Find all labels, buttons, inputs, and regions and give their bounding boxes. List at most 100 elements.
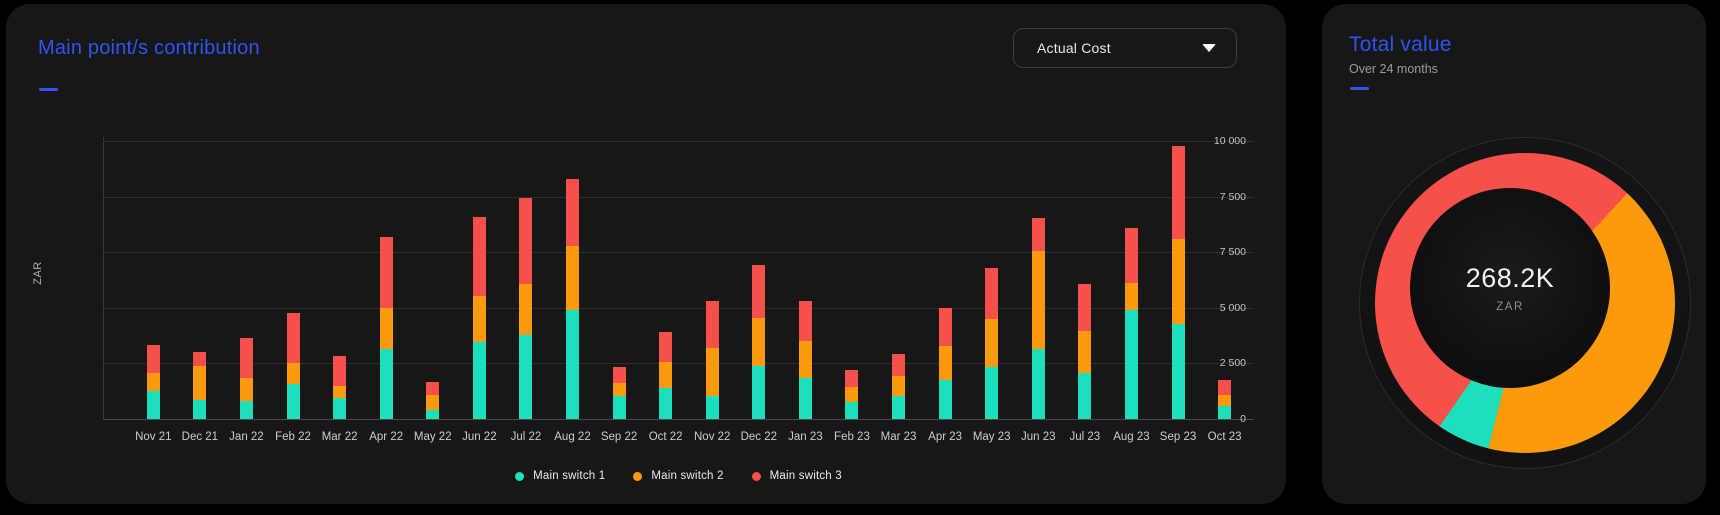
bar-segment-main-switch-3[interactable] — [1124, 228, 1138, 283]
bar-segment-main-switch-1[interactable] — [565, 310, 579, 419]
bar-segment-main-switch-1[interactable] — [705, 395, 719, 419]
bar-segment-main-switch-3[interactable] — [659, 332, 673, 363]
stacked-bar[interactable] — [146, 344, 160, 419]
bar-segment-main-switch-2[interactable] — [705, 348, 719, 396]
bar-segment-main-switch-1[interactable] — [659, 388, 673, 419]
bar-segment-main-switch-2[interactable] — [892, 376, 906, 397]
stacked-bar[interactable] — [938, 307, 952, 419]
bar-segment-main-switch-1[interactable] — [379, 349, 393, 419]
total-value-subtitle: Over 24 months — [1349, 62, 1438, 76]
bar-segment-main-switch-2[interactable] — [333, 386, 347, 399]
stacked-bar[interactable] — [752, 265, 766, 419]
stacked-bar[interactable] — [472, 217, 486, 419]
bar-segment-main-switch-1[interactable] — [1218, 405, 1232, 419]
stacked-bar[interactable] — [1124, 228, 1138, 419]
stacked-bar[interactable] — [426, 382, 440, 419]
bar-segment-main-switch-1[interactable] — [426, 409, 440, 419]
bar-segment-main-switch-1[interactable] — [798, 378, 812, 419]
bar-segment-main-switch-3[interactable] — [565, 179, 579, 246]
bar-segment-main-switch-3[interactable] — [845, 369, 859, 388]
bar-segment-main-switch-1[interactable] — [286, 384, 300, 419]
bar-segment-main-switch-2[interactable] — [1078, 330, 1092, 374]
bar-segment-main-switch-1[interactable] — [845, 401, 859, 419]
bar-segment-main-switch-2[interactable] — [612, 383, 626, 396]
stacked-bar[interactable] — [659, 332, 673, 419]
bar-segment-main-switch-3[interactable] — [472, 217, 486, 297]
bar-segment-main-switch-1[interactable] — [239, 400, 253, 419]
bar-segment-main-switch-3[interactable] — [752, 265, 766, 319]
stacked-bar[interactable] — [1218, 380, 1232, 419]
stacked-bar[interactable] — [798, 301, 812, 419]
bar-segment-main-switch-3[interactable] — [426, 382, 440, 395]
stacked-bar[interactable] — [239, 338, 253, 419]
bar-segment-main-switch-3[interactable] — [519, 198, 533, 284]
bar-segment-main-switch-1[interactable] — [146, 390, 160, 419]
stacked-bar[interactable] — [612, 367, 626, 419]
bar-segment-main-switch-2[interactable] — [752, 318, 766, 366]
chart-legend: Main switch 1 Main switch 2 Main switch 3 — [103, 470, 1254, 482]
stacked-bar[interactable] — [892, 353, 906, 419]
stacked-bar[interactable] — [705, 300, 719, 419]
bar-segment-main-switch-2[interactable] — [193, 366, 207, 400]
stacked-bar[interactable] — [519, 198, 533, 419]
bar-segment-main-switch-2[interactable] — [985, 319, 999, 368]
bar-segment-main-switch-3[interactable] — [705, 300, 719, 349]
bar-segment-main-switch-3[interactable] — [333, 356, 347, 387]
bar-segment-main-switch-3[interactable] — [985, 267, 999, 320]
bar-segment-main-switch-3[interactable] — [798, 301, 812, 341]
bar-segment-main-switch-3[interactable] — [146, 344, 160, 374]
stacked-bar[interactable] — [845, 369, 859, 419]
stacked-bar[interactable] — [565, 179, 579, 419]
bar-segment-main-switch-2[interactable] — [1218, 394, 1232, 406]
bar-segment-main-switch-3[interactable] — [193, 352, 207, 367]
bar-segment-main-switch-2[interactable] — [798, 340, 812, 379]
bar-segment-main-switch-1[interactable] — [472, 342, 486, 419]
bar-segment-main-switch-1[interactable] — [938, 379, 952, 419]
bar-segment-main-switch-2[interactable] — [1124, 282, 1138, 311]
bar-segment-main-switch-3[interactable] — [938, 307, 952, 346]
bar-segment-main-switch-1[interactable] — [752, 365, 766, 419]
stacked-bar[interactable] — [333, 356, 347, 419]
stacked-bar[interactable] — [985, 267, 999, 419]
bar-segment-main-switch-2[interactable] — [938, 345, 952, 380]
bar-segment-main-switch-3[interactable] — [1078, 284, 1092, 331]
bar-segment-main-switch-3[interactable] — [1031, 217, 1045, 252]
stacked-bar[interactable] — [379, 237, 393, 419]
bar-segment-main-switch-1[interactable] — [193, 399, 207, 419]
bar-segment-main-switch-3[interactable] — [239, 338, 253, 379]
bar-segment-main-switch-2[interactable] — [379, 308, 393, 350]
bar-segment-main-switch-2[interactable] — [1171, 239, 1185, 325]
bar-segment-main-switch-2[interactable] — [519, 283, 533, 335]
bar-segment-main-switch-2[interactable] — [659, 362, 673, 389]
bar-segment-main-switch-2[interactable] — [426, 394, 440, 410]
bar-segment-main-switch-3[interactable] — [892, 353, 906, 377]
bar-segment-main-switch-2[interactable] — [845, 387, 859, 402]
bar-segment-main-switch-1[interactable] — [333, 398, 347, 419]
stacked-bar[interactable] — [286, 313, 300, 419]
bar-segment-main-switch-2[interactable] — [1031, 251, 1045, 349]
bar-segment-main-switch-1[interactable] — [1171, 324, 1185, 419]
bar-segment-main-switch-1[interactable] — [519, 334, 533, 419]
bar-segment-main-switch-3[interactable] — [612, 367, 626, 384]
stacked-bar[interactable] — [1171, 145, 1185, 419]
bar-segment-main-switch-1[interactable] — [1078, 373, 1092, 419]
bar-segment-main-switch-2[interactable] — [239, 378, 253, 401]
bar-segment-main-switch-1[interactable] — [1031, 348, 1045, 419]
bar-slot-jun-23 — [1015, 141, 1062, 419]
bar-segment-main-switch-2[interactable] — [286, 363, 300, 385]
bar-segment-main-switch-3[interactable] — [1218, 380, 1232, 395]
bar-segment-main-switch-2[interactable] — [146, 373, 160, 391]
bar-segment-main-switch-1[interactable] — [1124, 310, 1138, 419]
stacked-bar[interactable] — [1078, 284, 1092, 419]
bar-segment-main-switch-3[interactable] — [1171, 145, 1185, 240]
bar-segment-main-switch-2[interactable] — [565, 245, 579, 311]
bar-segment-main-switch-1[interactable] — [612, 395, 626, 419]
bar-segment-main-switch-2[interactable] — [472, 296, 486, 343]
stacked-bar[interactable] — [1031, 217, 1045, 419]
bar-segment-main-switch-3[interactable] — [379, 237, 393, 309]
bar-segment-main-switch-1[interactable] — [892, 396, 906, 419]
bar-segment-main-switch-3[interactable] — [286, 313, 300, 364]
stacked-bar[interactable] — [193, 352, 207, 419]
cost-type-dropdown[interactable]: Actual Cost — [1013, 28, 1237, 68]
bar-segment-main-switch-1[interactable] — [985, 367, 999, 419]
